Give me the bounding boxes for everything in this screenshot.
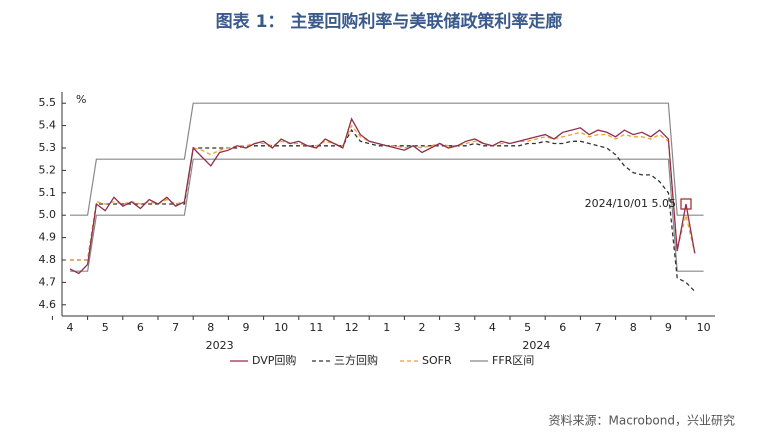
y-tick-label: 5.0 (39, 208, 57, 221)
series-line-upper (70, 102, 704, 216)
x-tick-label: 10 (697, 321, 711, 334)
y-tick-label: 5.4 (39, 119, 57, 132)
x-tick-label: 12 (345, 321, 359, 334)
x-tick-label: 10 (274, 321, 288, 334)
x-tick-label: 5 (524, 321, 531, 334)
x-tick-label: 1 (383, 321, 390, 334)
y-tick-label: 5.5 (39, 96, 57, 109)
y-tick-label: 4.6 (39, 298, 57, 311)
annotation: 2024/10/01 5.05 (585, 197, 676, 210)
series-line (69, 117, 696, 275)
x-tick-label: 8 (630, 321, 637, 334)
x-tick-label: 4 (67, 321, 74, 334)
legend-label: 三方回购 (334, 353, 378, 367)
legend-label: FFR区间 (492, 354, 534, 367)
chart-title: 图表 1： 主要回购利率与美联储政策利率走廊 (216, 11, 563, 32)
source-note: 资料来源：Macrobond，兴业研究 (549, 413, 736, 428)
y-tick-label: 4.8 (39, 253, 57, 266)
x-tick-label: 5 (102, 321, 109, 334)
x-group-label: 2024 (522, 339, 550, 352)
y-tick-label: 5.2 (39, 163, 57, 176)
x-tick-label: 11 (309, 321, 323, 334)
x-tick-label: 7 (172, 321, 179, 334)
y-tick-label: 4.9 (39, 231, 57, 244)
y-tick-label: 4.7 (39, 275, 57, 288)
x-group-label: 2023 (206, 339, 234, 352)
annotation-marker (680, 198, 692, 210)
x-tick-label: 4 (489, 321, 496, 334)
x-tick-label: 9 (665, 321, 672, 334)
x-tick-label: 9 (243, 321, 250, 334)
x-tick-label: 2 (419, 321, 426, 334)
y-unit: % (76, 93, 86, 106)
series-line (70, 124, 696, 261)
y-tick-label: 5.1 (39, 186, 57, 199)
x-tick-label: 8 (207, 321, 214, 334)
x-tick-label: 3 (454, 321, 461, 334)
legend-label: SOFR (422, 354, 452, 367)
x-tick-label: 7 (595, 321, 602, 334)
series-line (70, 128, 696, 292)
y-tick-label: 5.3 (39, 141, 57, 154)
x-tick-label: 6 (559, 321, 566, 334)
legend-label: DVP回购 (252, 353, 296, 367)
x-tick-label: 6 (137, 321, 144, 334)
series-line (70, 158, 704, 272)
